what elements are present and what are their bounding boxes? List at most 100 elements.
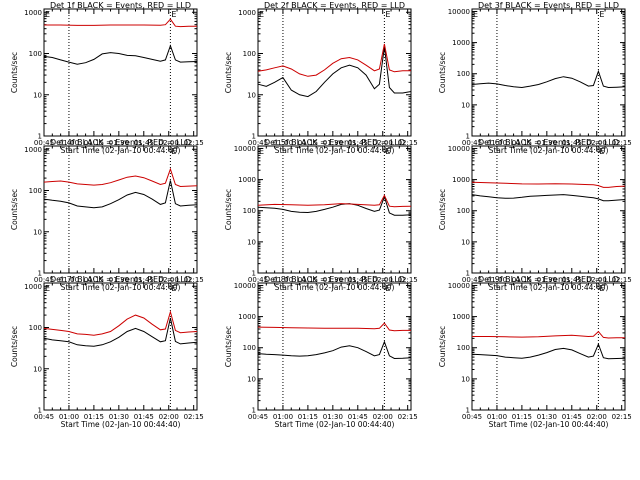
y-tick-label: 100 [29,50,42,58]
y-axis-label: Counts/sec [10,189,19,230]
event-marker: E [385,284,390,293]
x-axis-label: Start Time (02-Jan-10 00:44:40) [275,146,395,155]
x-tick-label: 02:15 [184,139,204,147]
x-axis-label: Start Time (02-Jan-10 00:44:40) [61,420,181,429]
panel-title: Det 7f BLACK = Events, RED = LLD [50,275,191,284]
x-tick-label: 01:30 [109,276,129,284]
event-marker: E [385,10,390,19]
lld-series-line [43,167,198,188]
x-tick-label: 01:45 [134,413,154,421]
plot-frame [471,8,626,137]
y-tick-label: 1 [38,407,42,415]
y-axis-label: Counts/sec [438,189,447,230]
x-tick-label: 01:15 [512,276,532,284]
y-axis-label: Counts/sec [438,326,447,367]
y-tick-label: 10 [461,375,470,383]
event-marker: E [259,147,264,156]
x-tick-label: 01:30 [323,276,343,284]
lld-series-line [257,43,411,77]
panel-title: Det 2f BLACK = Events, RED = LLD [264,1,405,10]
x-tick-label: 02:00 [159,276,179,284]
y-tick-label: 1 [252,133,256,141]
x-tick-label: 01:15 [84,413,104,421]
event-marker: E [45,284,50,293]
x-tick-label: 02:00 [373,276,393,284]
x-tick-label: 02:00 [373,413,393,421]
y-tick-label: 1 [466,133,470,141]
x-tick-label: 01:00 [487,413,507,421]
x-tick-label: 02:15 [612,413,632,421]
lld-series-line [43,309,198,336]
x-tick-label: 02:15 [398,139,418,147]
x-tick-label: 01:45 [134,276,154,284]
lld-series-line [44,18,197,28]
y-tick-label: 10 [461,101,470,109]
x-tick-label: 02:00 [587,139,607,147]
plot-panel: Det 8f BLACK = Events, RED = LLD 1 10 100 10… [224,275,418,429]
x-tick-label: 02:00 [159,413,179,421]
y-axis-label: Counts/sec [224,52,233,93]
x-tick-label: 00:45 [462,139,482,147]
y-tick-label: 100 [457,70,470,78]
plot-panel: Det 7f BLACK = Events, RED = LLD 1 10 100 10… [10,275,204,429]
panel-title: Det 8f BLACK = Events, RED = LLD [264,275,405,284]
y-tick-label: 1000 [238,313,256,321]
x-tick-label: 02:00 [159,139,179,147]
x-tick-label: 01:00 [59,413,79,421]
y-tick-label: 10 [247,238,256,246]
y-tick-label: 1 [252,407,256,415]
lld-series-line [472,330,625,339]
y-tick-label: 100 [243,344,256,352]
y-tick-label: 100 [29,324,42,332]
x-tick-label: 01:15 [512,413,532,421]
x-tick-label: 01:15 [298,276,318,284]
events-series-line [257,340,412,360]
panel-title: Det 4f BLACK = Events, RED = LLD [50,138,191,147]
y-axis-label: Counts/sec [10,326,19,367]
y-tick-label: 1000 [24,146,42,154]
x-tick-label: 01:15 [84,276,104,284]
plot-frame [43,145,198,274]
event-marker: E [171,10,176,19]
x-tick-label: 01:30 [537,413,557,421]
x-tick-label: 01:45 [562,413,582,421]
y-tick-label: 10 [33,228,42,236]
y-tick-label: 10000 [448,8,470,16]
x-tick-label: 01:00 [59,139,79,147]
x-tick-label: 01:45 [348,413,368,421]
x-axis-label: Start Time (02-Jan-10 00:44:40) [489,283,609,292]
y-tick-label: 100 [243,207,256,215]
events-series-line [43,44,198,65]
y-axis-label: Counts/sec [438,52,447,93]
event-marker: E [259,10,264,19]
y-tick-label: 1000 [24,283,42,291]
x-tick-label: 00:45 [462,413,482,421]
plot-frame [43,8,198,137]
y-tick-label: 10000 [234,145,256,153]
lld-series-line [257,194,412,208]
x-tick-label: 01:45 [562,276,582,284]
x-tick-label: 01:00 [487,276,507,284]
y-tick-label: 1000 [452,39,470,47]
x-tick-label: 01:30 [537,276,557,284]
panel-title: Det 3f BLACK = Events, RED = LLD [478,1,619,10]
x-tick-label: 00:45 [248,413,268,421]
x-tick-label: 01:00 [59,276,79,284]
y-tick-label: 100 [457,344,470,352]
x-tick-label: 01:15 [298,139,318,147]
y-tick-label: 1 [466,270,470,278]
x-tick-label: 01:45 [562,139,582,147]
events-series-line [471,194,626,202]
events-series-line [257,46,412,98]
plot-frame [471,145,626,274]
event-marker: E [45,147,50,156]
y-tick-label: 10 [247,91,256,99]
x-axis-label: Start Time (02-Jan-10 00:44:40) [489,146,609,155]
y-tick-label: 10000 [234,282,256,290]
plot-frame [43,282,198,411]
panel-title: Det 1f BLACK = Events, RED = LLD [50,1,191,10]
y-tick-label: 1 [252,270,256,278]
events-series-line [471,342,626,360]
x-tick-label: 00:45 [462,276,482,284]
